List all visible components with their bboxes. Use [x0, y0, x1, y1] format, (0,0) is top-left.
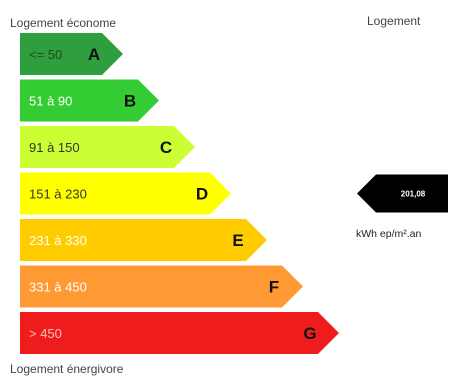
- top-label: Logement économe: [10, 16, 116, 30]
- class-bar-e: 231 à 330 E: [20, 219, 267, 261]
- class-range-c: 91 à 150: [29, 140, 80, 155]
- class-letter-g: G: [303, 324, 316, 343]
- indicator-unit: kWh ep/m².an: [356, 228, 422, 240]
- class-bar-a: <= 50 A: [20, 33, 123, 75]
- class-range-a: <= 50: [29, 47, 62, 62]
- class-bar-b: 51 à 90 B: [20, 79, 159, 122]
- class-bar-g: > 450 G: [20, 312, 339, 354]
- class-bar-f: 331 à 450 F: [20, 265, 303, 308]
- class-letter-c: C: [160, 138, 172, 157]
- indicator-arrow: [357, 174, 448, 213]
- class-letter-e: E: [232, 231, 243, 250]
- class-arrow-d: [20, 172, 231, 215]
- class-arrow-e: [20, 219, 267, 261]
- class-letter-a: A: [88, 45, 100, 64]
- class-range-b: 51 à 90: [29, 94, 72, 109]
- class-range-g: > 450: [29, 326, 62, 341]
- class-bar-d: 151 à 230 D: [20, 172, 231, 215]
- class-range-f: 331 à 450: [29, 280, 87, 295]
- class-letter-b: B: [124, 92, 136, 111]
- class-letter-d: D: [196, 185, 208, 204]
- indicator-value: 201,08: [401, 190, 426, 199]
- class-bars: <= 50 A 51 à 90 B 91 à 150 C 151 à 230 D 231 à 3…: [20, 33, 339, 354]
- class-range-d: 151 à 230: [29, 187, 87, 202]
- class-arrow-c: [20, 126, 195, 168]
- class-arrow-a: [20, 33, 123, 75]
- class-arrow-b: [20, 79, 159, 122]
- class-bar-c: 91 à 150 C: [20, 126, 195, 168]
- class-range-e: 231 à 330: [29, 233, 87, 248]
- class-arrow-g: [20, 312, 339, 354]
- bottom-label: Logement énergivore: [10, 362, 124, 376]
- class-arrow-f: [20, 265, 303, 308]
- right-header-label: Logement: [367, 14, 421, 28]
- class-letter-f: F: [269, 278, 279, 297]
